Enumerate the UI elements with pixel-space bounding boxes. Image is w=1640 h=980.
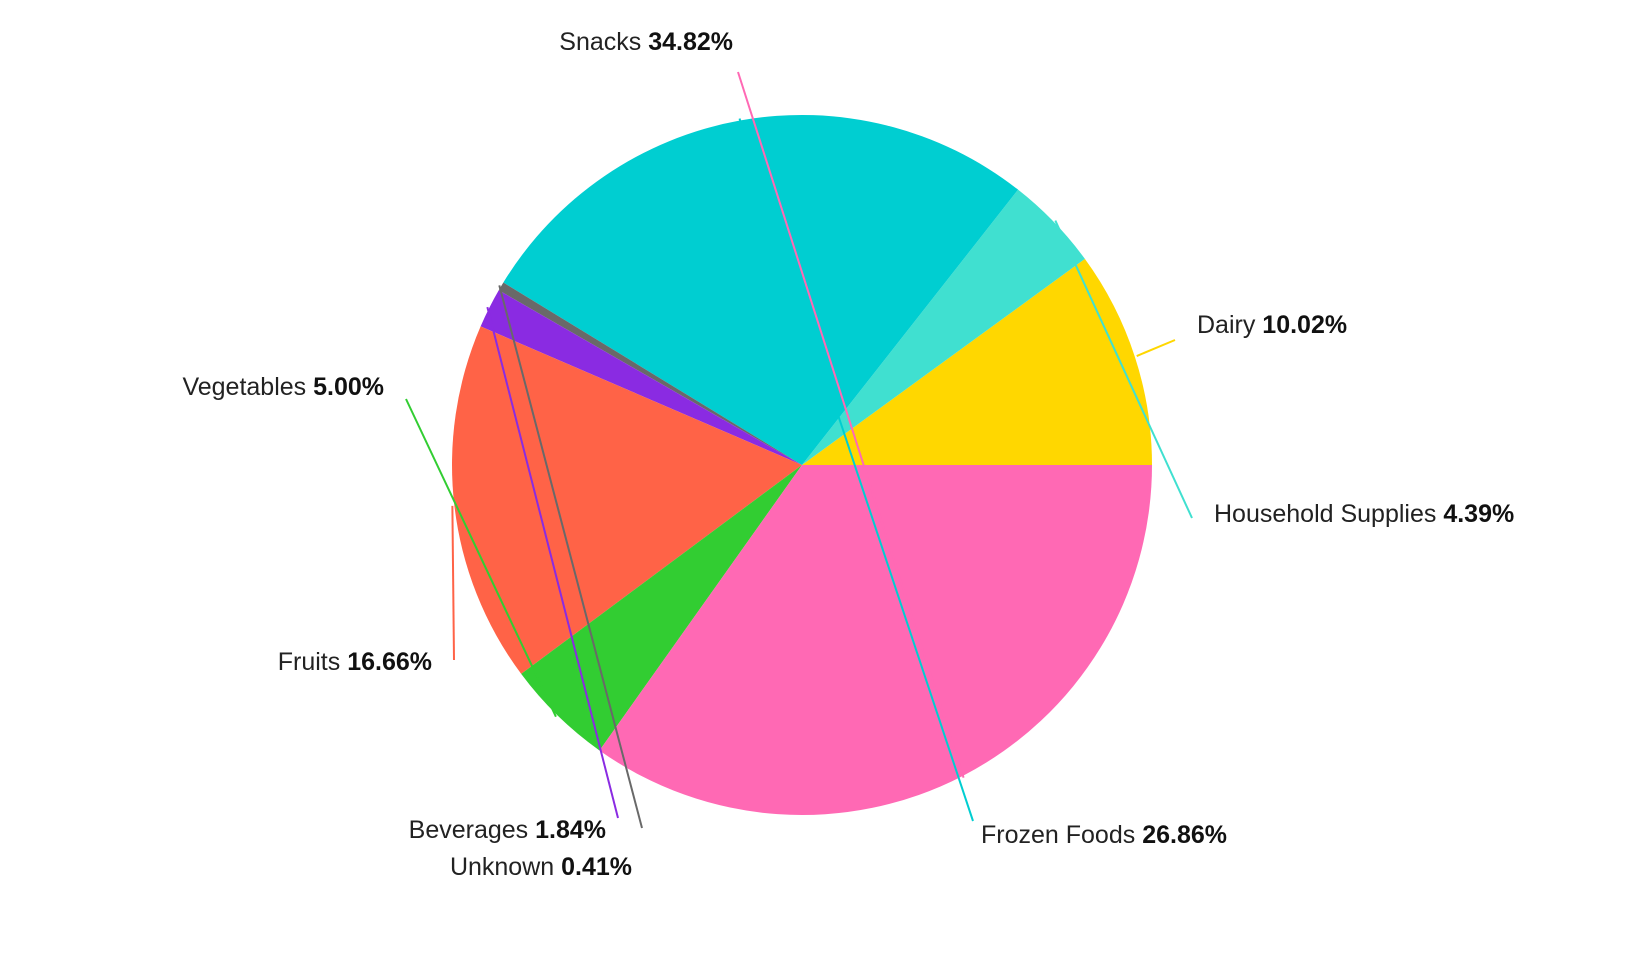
leader-line-dairy: [1136, 339, 1176, 357]
slice-label-value: 16.66%: [347, 648, 432, 676]
slice-label-name: Frozen Foods: [981, 821, 1142, 849]
leader-line-household-supplies: [1054, 220, 1193, 519]
pie-slice-snacks: [599, 465, 1152, 815]
slice-label-value: 0.41%: [561, 853, 632, 881]
leader-line-unknown: [498, 285, 643, 829]
leader-line-beverages: [486, 306, 619, 819]
slice-label-value: 10.02%: [1262, 311, 1347, 339]
slice-label-household-supplies: Household Supplies 4.39%: [1214, 500, 1514, 528]
pie-slice-fruits: [452, 326, 802, 674]
slice-label-name: Dairy: [1197, 311, 1262, 339]
slice-label-name: Vegetables: [182, 373, 313, 401]
pie-slice-vegetables: [521, 465, 802, 751]
slice-label-name: Snacks: [559, 28, 648, 56]
slice-label-value: 26.86%: [1142, 821, 1227, 849]
slice-label-snacks: Snacks 34.82%: [559, 28, 733, 56]
slice-labels: Dairy 10.02% Household Supplies 4.39% Froz…: [182, 28, 1514, 881]
slice-label-value: 1.84%: [535, 816, 606, 844]
slice-label-vegetables: Vegetables 5.00%: [182, 373, 384, 401]
slice-label-name: Fruits: [278, 648, 347, 676]
slice-label-unknown: Unknown 0.41%: [450, 853, 632, 881]
leader-line-fruits: [451, 505, 455, 661]
slice-label-name: Beverages: [409, 816, 535, 844]
slice-label-value: 4.39%: [1443, 500, 1514, 528]
slice-label-dairy: Dairy 10.02%: [1197, 311, 1347, 339]
pie-slice-beverages: [480, 290, 802, 465]
slice-label-frozen-foods: Frozen Foods 26.86%: [981, 821, 1227, 849]
leader-lines: [405, 71, 1193, 829]
pie-slice-frozen-foods: [503, 115, 1019, 465]
slice-label-name: Household Supplies: [1214, 500, 1443, 528]
leader-line-vegetables: [405, 398, 557, 718]
slice-label-name: Unknown: [450, 853, 561, 881]
pie-slice-dairy: [802, 258, 1152, 465]
leader-line-frozen-foods: [738, 118, 974, 822]
pie-slice-household-supplies: [802, 189, 1085, 466]
slice-label-fruits: Fruits 16.66%: [278, 648, 432, 676]
pie-slices: [452, 115, 1152, 815]
slice-label-value: 5.00%: [313, 373, 384, 401]
slice-label-beverages: Beverages 1.84%: [409, 816, 606, 844]
slice-label-value: 34.82%: [648, 28, 733, 56]
leader-line-snacks: [737, 71, 965, 779]
pie-slice-unknown: [498, 282, 802, 465]
